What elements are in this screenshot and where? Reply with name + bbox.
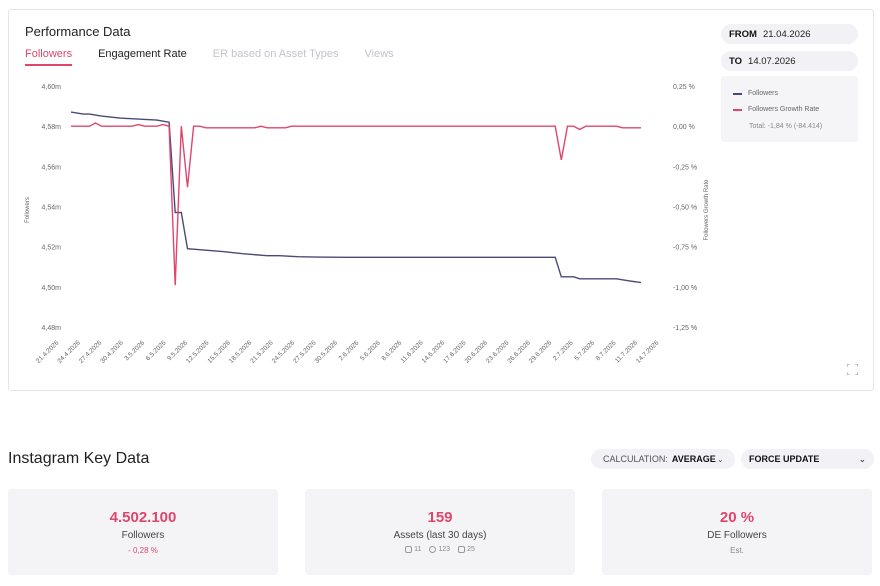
legend-followers-swatch xyxy=(733,92,742,95)
asset-count-reels: 25 xyxy=(458,546,475,553)
from-label: FROM xyxy=(729,28,757,40)
legend-growth-label: Followers Growth Rate xyxy=(748,106,820,113)
y-tick-label: 4,56m xyxy=(42,164,62,171)
legend-growth[interactable]: Followers Growth Rate xyxy=(733,106,819,113)
y-tick-label: 4,58m xyxy=(42,124,62,131)
de-followers-sub: Est. xyxy=(730,546,744,555)
y-tick-label: 4,60m xyxy=(42,84,62,91)
asset-count-posts: 11 xyxy=(405,546,421,553)
y-axis-title: Followers xyxy=(25,197,31,223)
followers-card: 4.502.100 Followers - 0,28 % xyxy=(8,489,278,575)
performance-title: Performance Data xyxy=(25,24,131,39)
assets-value: 159 xyxy=(427,509,453,526)
chevron-down-icon: ⌄ xyxy=(717,455,724,464)
x-tick-label: 6.5.2026 xyxy=(145,339,168,362)
followers-change: - 0,28 % xyxy=(128,546,158,555)
tab-engagement-rate[interactable]: Engagement Rate xyxy=(98,48,187,60)
legend-followers-label: Followers xyxy=(748,90,778,97)
de-followers-label: DE Followers xyxy=(707,530,767,541)
from-date[interactable]: FROM 21.04.2026 xyxy=(721,24,858,44)
chart-legend: Followers Followers Growth Rate Total: -… xyxy=(721,76,858,142)
chevron-down-icon: ⌄ xyxy=(859,455,866,464)
y2-tick-label: -0,25 % xyxy=(673,164,697,171)
y2-tick-label: -0,50 % xyxy=(673,205,697,212)
asset-count-stories-value: 123 xyxy=(438,546,451,553)
assets-label: Assets (last 30 days) xyxy=(393,530,487,541)
expand-icon[interactable] xyxy=(847,364,858,375)
story-icon xyxy=(429,546,437,553)
de-followers-card: 20 % DE Followers Est. xyxy=(602,489,872,575)
calculation-value: AVERAGE xyxy=(671,454,716,464)
x-tick-label: 2.6.2026 xyxy=(338,339,361,362)
x-tick-label: 14.7.2026 xyxy=(635,339,661,365)
legend-total: Total: -1,84 % (-84.414) xyxy=(749,123,823,130)
y-tick-label: 4,54m xyxy=(42,205,62,212)
y2-tick-label: -0,75 % xyxy=(673,245,697,252)
performance-tabs: Followers Engagement Rate ER based on As… xyxy=(25,48,394,66)
asset-count-posts-value: 11 xyxy=(414,546,422,553)
force-update-label: FORCE UPDATE xyxy=(749,454,820,464)
y2-axis-title: Followers Growth Rate xyxy=(704,179,709,241)
x-tick-label: 30.5.2026 xyxy=(314,339,340,365)
x-tick-label: 5.7.2026 xyxy=(573,339,596,362)
followers-line xyxy=(70,111,642,284)
asset-type-counts: 11 123 25 xyxy=(305,546,575,553)
calculation-label: CALCULATION: xyxy=(603,454,668,464)
y2-tick-label: 0,00 % xyxy=(673,124,695,131)
followers-label: Followers xyxy=(121,530,165,541)
calculation-dropdown[interactable]: CALCULATION: AVERAGE ⌄ xyxy=(591,449,735,469)
y-tick-label: 4,52m xyxy=(42,245,62,252)
y-tick-label: 4,50m xyxy=(42,285,62,292)
to-label: TO xyxy=(729,55,743,67)
to-date[interactable]: TO 14.07.2026 xyxy=(721,51,858,71)
performance-card: Performance Data Followers Engagement Ra… xyxy=(8,9,874,391)
asset-count-reels-value: 25 xyxy=(467,546,475,553)
y2-tick-label: 0,25 % xyxy=(673,84,695,91)
tab-views[interactable]: Views xyxy=(364,48,394,60)
y-tick-label: 4,48m xyxy=(42,325,62,332)
tab-followers[interactable]: Followers xyxy=(25,48,73,66)
x-tick-label: 3.5.2026 xyxy=(123,339,146,362)
key-data-title: Instagram Key Data xyxy=(8,450,150,467)
y2-tick-label: -1,00 % xyxy=(673,285,697,292)
legend-growth-swatch xyxy=(733,108,742,111)
de-followers-value: 20 % xyxy=(719,509,755,526)
tab-er-asset-types[interactable]: ER based on Asset Types xyxy=(212,48,339,60)
x-tick-label: 5.6.2026 xyxy=(359,339,382,362)
assets-card: 159 Assets (last 30 days) 11 123 25 xyxy=(305,489,575,575)
force-update-button[interactable]: FORCE UPDATE ⌄ xyxy=(741,449,874,469)
from-value: 21.04.2026 xyxy=(762,28,811,40)
x-tick-label: 30.4.2026 xyxy=(99,339,125,365)
asset-count-stories: 123 xyxy=(429,546,450,553)
followers-value: 4.502.100 xyxy=(109,509,177,526)
y2-tick-label: -1,25 % xyxy=(673,325,697,332)
followers-chart: 4,60m 4,58m 4,56m 4,54m 4,52m 4,50m 4,48m 0,25 … xyxy=(25,84,709,365)
x-tick-label: 2.7.2026 xyxy=(552,339,575,362)
growth-rate-line xyxy=(71,122,641,286)
to-value: 14.07.2026 xyxy=(748,55,796,67)
reel-icon xyxy=(458,546,466,553)
legend-followers[interactable]: Followers xyxy=(733,90,778,97)
x-tick-label: 29.6.2026 xyxy=(528,339,554,365)
instagram-icon xyxy=(405,546,413,553)
